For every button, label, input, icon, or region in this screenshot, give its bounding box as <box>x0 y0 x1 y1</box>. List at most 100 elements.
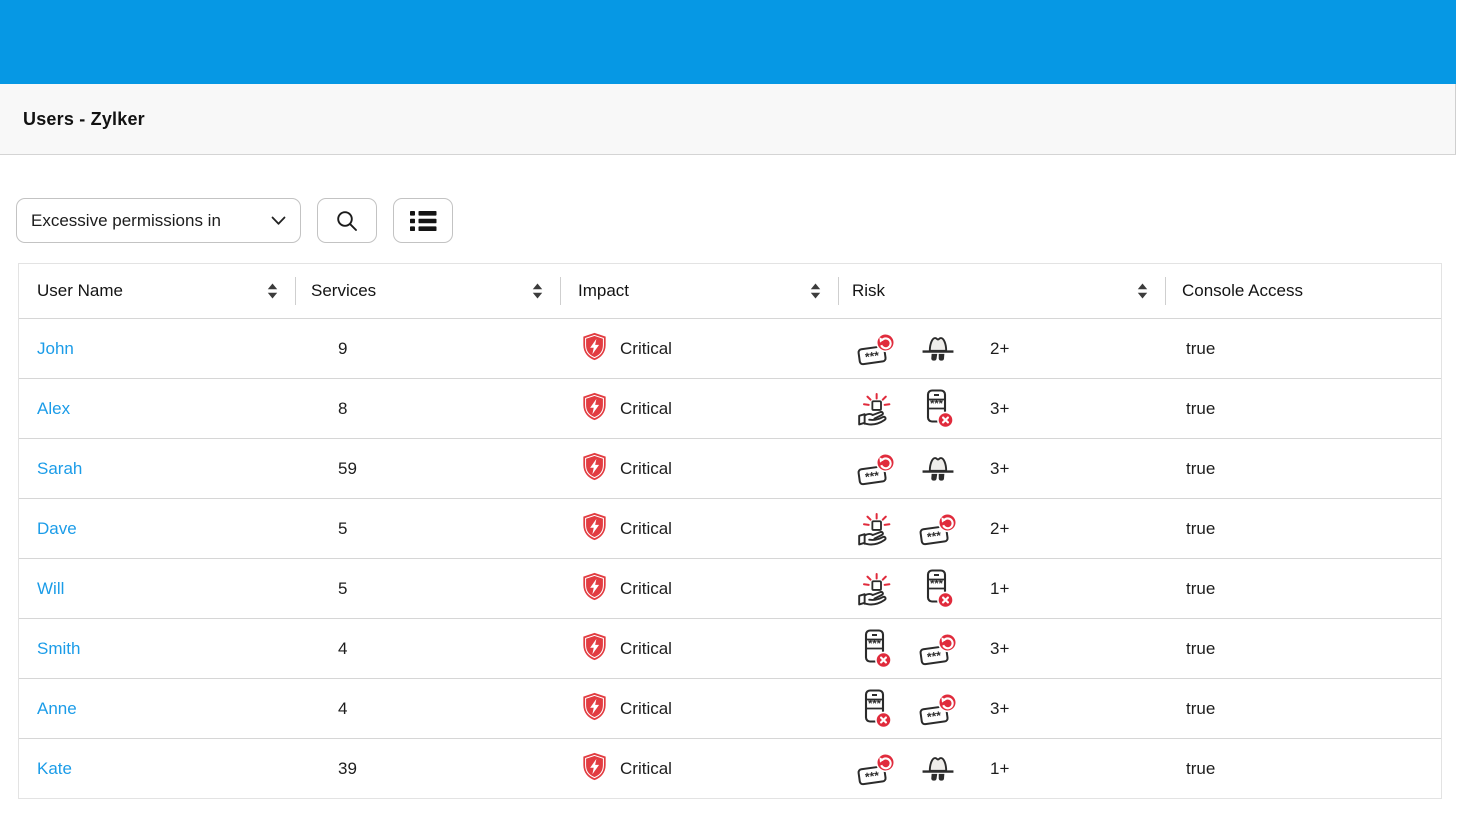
incognito-risk-icon <box>918 448 958 490</box>
risk-icons: *** <box>856 748 958 790</box>
search-icon <box>335 209 359 233</box>
sort-icon[interactable] <box>810 283 821 299</box>
list-view-button[interactable] <box>393 198 453 243</box>
console-access-value: true <box>1186 518 1216 538</box>
table-row: John 9 Critical *** 2+ true <box>19 318 1441 378</box>
table-row: Dave 5 Critical *** 2+ true <box>19 498 1441 558</box>
column-header-services[interactable]: Services <box>296 264 561 318</box>
services-value: 5 <box>338 518 348 538</box>
user-name-link[interactable]: Kate <box>37 758 72 778</box>
user-name-link[interactable]: Alex <box>37 398 71 418</box>
console-access-value: true <box>1186 578 1216 598</box>
services-value: 59 <box>338 458 357 478</box>
incognito-risk-icon <box>918 328 958 370</box>
risk-count: 2+ <box>990 338 1010 358</box>
services-value: 4 <box>338 698 348 718</box>
privileged-access-risk-icon <box>856 568 896 610</box>
user-name-link[interactable]: Will <box>37 578 65 598</box>
phone-password-disabled-risk-icon: *** <box>918 568 958 610</box>
password-rotation-risk-icon: *** <box>918 508 958 550</box>
svg-text:***: *** <box>864 768 880 784</box>
user-name-link[interactable]: John <box>37 338 74 358</box>
svg-text:***: *** <box>864 468 880 484</box>
console-access-value: true <box>1186 398 1216 418</box>
impact-label: Critical <box>620 758 672 778</box>
incognito-risk-icon <box>918 748 958 790</box>
list-view-icon <box>409 210 437 232</box>
column-header-user-name[interactable]: User Name <box>19 264 296 318</box>
critical-shield-icon <box>581 392 608 426</box>
risk-icons: *** *** <box>856 688 958 730</box>
impact-label: Critical <box>620 398 672 418</box>
privileged-access-risk-icon <box>856 508 896 550</box>
critical-shield-icon <box>581 332 608 366</box>
table-row: Anne 4 Critical *** *** 3+ true <box>19 678 1441 738</box>
chevron-down-icon <box>271 211 286 231</box>
console-access-value: true <box>1186 698 1216 718</box>
risk-count: 1+ <box>990 758 1010 778</box>
svg-text:***: *** <box>868 638 882 650</box>
services-value: 5 <box>338 578 348 598</box>
password-rotation-risk-icon: *** <box>918 628 958 670</box>
svg-text:***: *** <box>926 648 942 664</box>
services-value: 4 <box>338 638 348 658</box>
column-header-risk[interactable]: Risk <box>839 264 1166 318</box>
column-header-impact[interactable]: Impact <box>561 264 839 318</box>
risk-icons: *** <box>856 388 958 430</box>
search-button[interactable] <box>317 198 377 243</box>
services-value: 39 <box>338 758 357 778</box>
console-access-value: true <box>1186 758 1216 778</box>
table-header-row: User Name Services Impact Risk Console A… <box>19 264 1441 318</box>
impact-label: Critical <box>620 698 672 718</box>
user-name-link[interactable]: Dave <box>37 518 77 538</box>
services-value: 9 <box>338 338 348 358</box>
console-access-value: true <box>1186 458 1216 478</box>
risk-count: 2+ <box>990 518 1010 538</box>
risk-count: 3+ <box>990 398 1010 418</box>
sort-icon[interactable] <box>532 283 543 299</box>
risk-icons: *** <box>856 448 958 490</box>
column-header-console-access[interactable]: Console Access <box>1166 264 1443 318</box>
filter-dropdown-value: Excessive permissions in <box>31 210 221 230</box>
risk-icons: *** *** <box>856 628 958 670</box>
risk-count: 3+ <box>990 698 1010 718</box>
risk-icons: *** <box>856 568 958 610</box>
sort-icon[interactable] <box>1137 283 1148 299</box>
svg-text:***: *** <box>930 398 944 410</box>
table-row: Kate 39 Critical *** 1+ true <box>19 738 1441 798</box>
users-table: User Name Services Impact Risk Console A… <box>18 263 1442 799</box>
console-access-value: true <box>1186 338 1216 358</box>
svg-text:***: *** <box>926 528 942 544</box>
column-header-label: Risk <box>852 281 886 300</box>
user-name-link[interactable]: Sarah <box>37 458 83 478</box>
table-body: John 9 Critical *** 2+ true Alex 8 Criti… <box>19 318 1441 798</box>
svg-text:***: *** <box>926 708 942 724</box>
filter-dropdown[interactable]: Excessive permissions in <box>16 198 301 243</box>
critical-shield-icon <box>581 452 608 486</box>
sort-icon[interactable] <box>267 283 278 299</box>
user-name-link[interactable]: Smith <box>37 638 81 658</box>
risk-count: 3+ <box>990 458 1010 478</box>
table-row: Will 5 Critical *** 1+ true <box>19 558 1441 618</box>
svg-text:***: *** <box>868 698 882 710</box>
column-header-label: Impact <box>578 281 630 300</box>
impact-label: Critical <box>620 518 672 538</box>
impact-label: Critical <box>620 338 672 358</box>
column-header-label: Services <box>311 281 377 300</box>
password-rotation-risk-icon: *** <box>856 748 896 790</box>
table-row: Smith 4 Critical *** *** 3+ true <box>19 618 1441 678</box>
critical-shield-icon <box>581 632 608 666</box>
critical-shield-icon <box>581 572 608 606</box>
password-rotation-risk-icon: *** <box>918 688 958 730</box>
risk-count: 1+ <box>990 578 1010 598</box>
column-header-label: User Name <box>37 281 123 300</box>
risk-count: 3+ <box>990 638 1010 658</box>
console-access-value: true <box>1186 638 1216 658</box>
critical-shield-icon <box>581 512 608 546</box>
privileged-access-risk-icon <box>856 388 896 430</box>
user-name-link[interactable]: Anne <box>37 698 77 718</box>
top-banner <box>0 0 1456 84</box>
svg-text:***: *** <box>864 348 880 364</box>
impact-label: Critical <box>620 638 672 658</box>
phone-password-disabled-risk-icon: *** <box>856 688 896 730</box>
